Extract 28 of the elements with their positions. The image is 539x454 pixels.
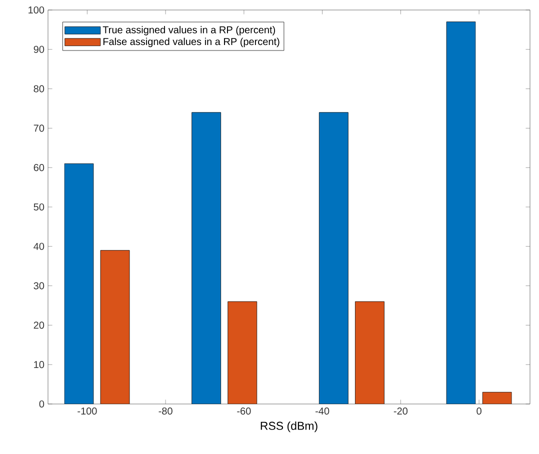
bar bbox=[482, 392, 512, 404]
y-tick-label: 0 bbox=[39, 400, 44, 408]
y-tick-label: 70 bbox=[34, 124, 44, 132]
y-tick-label: 10 bbox=[34, 361, 44, 368]
legend-label: True assigned values in a RP (percent) bbox=[102, 26, 276, 36]
y-tick-label: 40 bbox=[34, 242, 44, 250]
bar bbox=[100, 250, 130, 404]
bar bbox=[355, 301, 384, 404]
bar bbox=[64, 163, 94, 404]
y-tick-label: 50 bbox=[34, 203, 44, 211]
legend-label: False assigned values in a RP (percent) bbox=[103, 38, 280, 48]
bar bbox=[318, 112, 348, 404]
y-tick-label: 80 bbox=[34, 85, 44, 92]
x-tick-label: -20 bbox=[394, 408, 408, 415]
x-tick-label: 0 bbox=[476, 408, 482, 415]
y-tick-label: 60 bbox=[34, 164, 44, 172]
x-tick-label: -80 bbox=[158, 408, 172, 415]
y-tick-label: 100 bbox=[28, 6, 44, 14]
x-tick-label: -40 bbox=[316, 408, 330, 415]
x-tick-label: -100 bbox=[78, 408, 97, 415]
bar bbox=[192, 112, 222, 404]
x-axis-title: RSS (dBm) bbox=[260, 421, 318, 432]
bar bbox=[446, 22, 476, 404]
y-tick-label: 20 bbox=[34, 322, 44, 329]
bar bbox=[228, 301, 258, 404]
y-tick-label: 90 bbox=[34, 46, 44, 53]
y-tick-label: 30 bbox=[34, 282, 44, 290]
x-tick-label: -60 bbox=[237, 408, 251, 415]
